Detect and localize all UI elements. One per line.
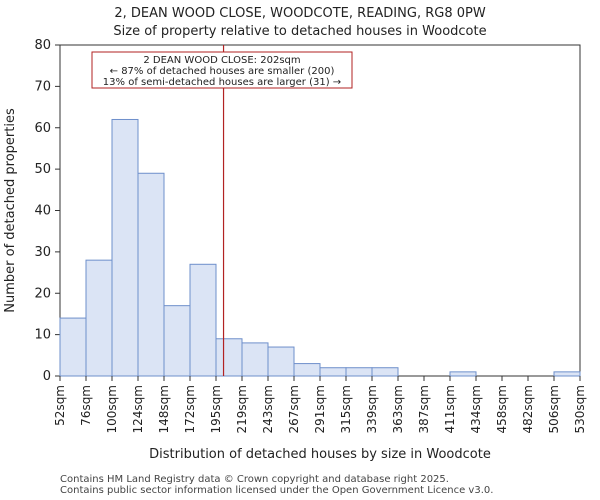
histogram-bar bbox=[553, 371, 581, 377]
chart-title: 2, DEAN WOOD CLOSE, WOODCOTE, READING, R… bbox=[114, 6, 486, 21]
histogram-bar bbox=[345, 367, 373, 377]
x-tick-label: 458sqm bbox=[495, 385, 509, 433]
footer-copyright: Contains HM Land Registry data © Crown c… bbox=[60, 474, 449, 485]
x-tick-label: 434sqm bbox=[469, 385, 483, 433]
chart-subtitle: Size of property relative to detached ho… bbox=[113, 24, 487, 39]
x-tick-label: 506sqm bbox=[547, 385, 561, 433]
y-tick-label: 0 bbox=[43, 369, 51, 384]
x-tick-label: 482sqm bbox=[521, 385, 535, 433]
x-tick-label: 52sqm bbox=[53, 385, 67, 426]
x-tick-label: 267sqm bbox=[287, 385, 301, 433]
x-tick-label: 172sqm bbox=[183, 385, 197, 433]
histogram-bar bbox=[215, 338, 243, 377]
histogram-bar bbox=[163, 305, 191, 377]
histogram-bar bbox=[111, 118, 139, 377]
histogram-bar bbox=[137, 172, 165, 377]
x-tick-label: 387sqm bbox=[417, 385, 431, 433]
y-tick-label: 60 bbox=[34, 121, 51, 136]
x-tick-label: 411sqm bbox=[443, 385, 457, 433]
x-tick-label: 124sqm bbox=[131, 385, 145, 433]
y-tick-label: 70 bbox=[34, 79, 51, 94]
histogram-bar bbox=[371, 367, 399, 377]
x-axis-title: Distribution of detached houses by size … bbox=[149, 447, 491, 462]
x-tick-label: 530sqm bbox=[573, 385, 587, 433]
y-axis-title: Number of detached properties bbox=[3, 108, 18, 313]
histogram-bar bbox=[267, 346, 295, 377]
y-tick-label: 10 bbox=[34, 328, 51, 343]
x-tick-label: 339sqm bbox=[365, 385, 379, 433]
footer-licence: Contains public sector information licen… bbox=[60, 485, 494, 496]
histogram-bar bbox=[189, 263, 217, 377]
x-tick-label: 100sqm bbox=[105, 385, 119, 433]
x-tick-label: 291sqm bbox=[313, 385, 327, 433]
x-tick-label: 195sqm bbox=[209, 385, 223, 433]
x-tick-label: 76sqm bbox=[79, 385, 93, 426]
annotation-line: ← 87% of detached houses are smaller (20… bbox=[110, 66, 335, 77]
x-tick-label: 148sqm bbox=[157, 385, 171, 433]
histogram-bar bbox=[85, 259, 113, 377]
annotation-line: 2 DEAN WOOD CLOSE: 202sqm bbox=[143, 55, 300, 66]
y-tick-label: 80 bbox=[34, 38, 51, 53]
histogram-bar bbox=[449, 371, 477, 377]
y-tick-label: 40 bbox=[34, 204, 51, 219]
x-tick-label: 243sqm bbox=[261, 385, 275, 433]
x-tick-label: 315sqm bbox=[339, 385, 353, 433]
y-tick-label: 50 bbox=[34, 162, 51, 177]
y-tick-label: 30 bbox=[34, 245, 51, 260]
y-tick-label: 20 bbox=[34, 286, 51, 301]
x-tick-label: 219sqm bbox=[235, 385, 249, 433]
histogram-bar bbox=[319, 367, 347, 377]
annotation-line: 13% of semi-detached houses are larger (… bbox=[103, 77, 341, 88]
x-tick-label: 363sqm bbox=[391, 385, 405, 433]
histogram-bar bbox=[59, 317, 87, 377]
histogram-bar bbox=[241, 342, 269, 377]
annotation-box bbox=[91, 51, 353, 89]
histogram-bar bbox=[293, 363, 321, 377]
